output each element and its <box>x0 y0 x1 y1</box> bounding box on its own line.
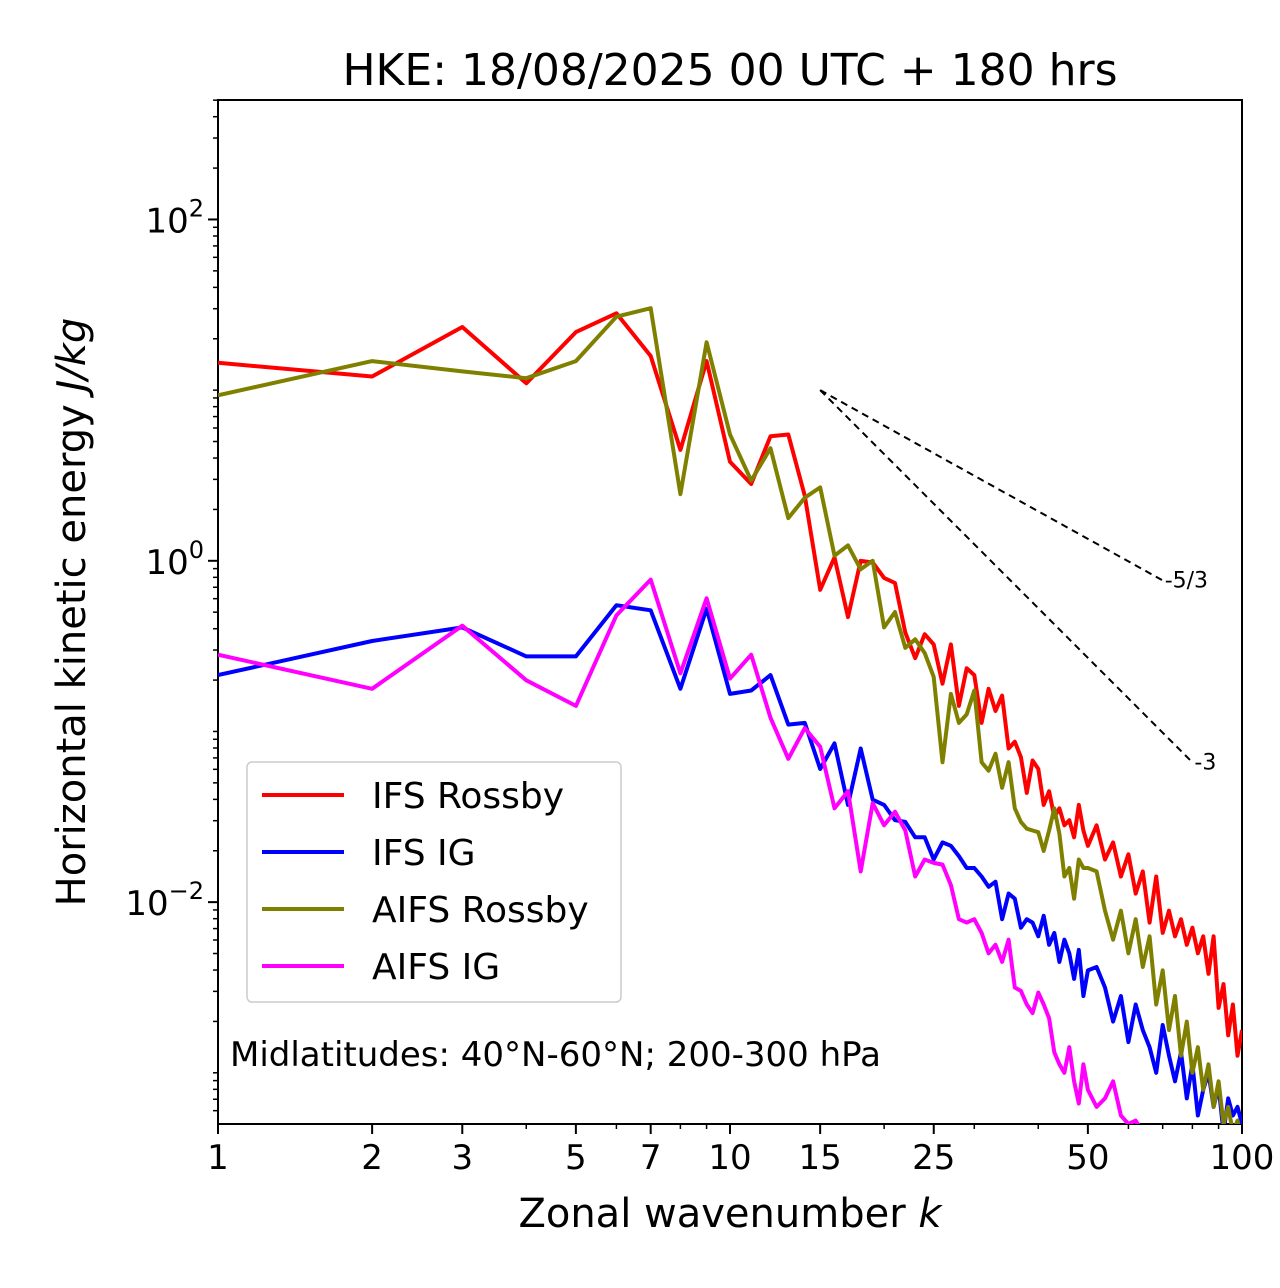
x-tick-label: 25 <box>912 1138 955 1178</box>
series-line-ifs-ig <box>218 603 1242 1124</box>
x-tick-label: 7 <box>640 1138 662 1178</box>
legend-entry: IFS IG <box>262 833 476 874</box>
series-line-ifs-rossby <box>218 311 1242 1058</box>
chart-title: HKE: 18/08/2025 00 UTC + 180 hrs <box>342 45 1117 96</box>
series-lines <box>218 306 1242 1124</box>
y-tick-label-base: 10 <box>145 543 188 583</box>
y-axis-label-text: Horizontal kinetic energy <box>49 404 95 906</box>
y-tick-label-exponent: 2 <box>189 194 204 222</box>
legend-label-aifs-rossby: AIFS Rossby <box>372 890 589 931</box>
x-tick-label: 100 <box>1210 1138 1275 1178</box>
x-tick-label: 3 <box>451 1138 473 1178</box>
series-line-aifs-rossby <box>218 306 1241 1124</box>
x-axis-label-symbol: k <box>918 1191 943 1237</box>
y-tick-label: 100 <box>145 536 204 583</box>
legend-entry: AIFS Rossby <box>262 890 589 931</box>
x-axis-label: Zonal wavenumber k <box>518 1191 943 1237</box>
legend-entry: IFS Rossby <box>262 776 564 817</box>
x-tick-label: 50 <box>1066 1138 1109 1178</box>
y-tick-label-base: 10 <box>145 201 188 241</box>
legend-box <box>246 761 622 1003</box>
legend-label-aifs-ig: AIFS IG <box>372 947 500 988</box>
reference-slopes <box>819 389 1194 764</box>
x-axis-label-text: Zonal wavenumber <box>518 1191 906 1237</box>
x-tick-label: 15 <box>799 1138 842 1178</box>
reference-slope-label: -3 <box>1194 750 1216 775</box>
series-line-aifs-ig <box>218 577 1141 1124</box>
legend-label-ifs-rossby: IFS Rossby <box>372 776 564 817</box>
reference-slope-labels: -5/3 -3 <box>1165 568 1217 775</box>
x-tick-label: 1 <box>207 1138 229 1178</box>
y-tick-label: 102 <box>145 194 204 241</box>
legend-entry: AIFS IG <box>262 947 500 988</box>
reference-slope-line <box>819 389 1194 764</box>
y-tick-label-exponent: 0 <box>189 536 204 564</box>
y-tick-label: 10−2 <box>125 877 204 924</box>
legend-label-ifs-ig: IFS IG <box>372 833 476 874</box>
y-axis-label: Horizontal kinetic energy J/kg <box>49 318 95 907</box>
region-annotation: Midlatitudes: 40°N-60°N; 200-300 hPa <box>230 1035 881 1075</box>
y-axis-label-unit: J/kg <box>49 318 95 399</box>
reference-slope-label: -5/3 <box>1165 568 1208 593</box>
y-tick-label-base: 10 <box>125 884 168 924</box>
x-tick-label: 2 <box>361 1138 383 1178</box>
y-tick-label-exponent: −2 <box>169 877 204 905</box>
reference-slope-line <box>819 389 1164 582</box>
legend: IFS Rossby IFS IG AIFS Rossby AIFS IG <box>246 761 622 1003</box>
x-tick-label: 10 <box>708 1138 751 1178</box>
x-tick-label: 5 <box>565 1138 587 1178</box>
